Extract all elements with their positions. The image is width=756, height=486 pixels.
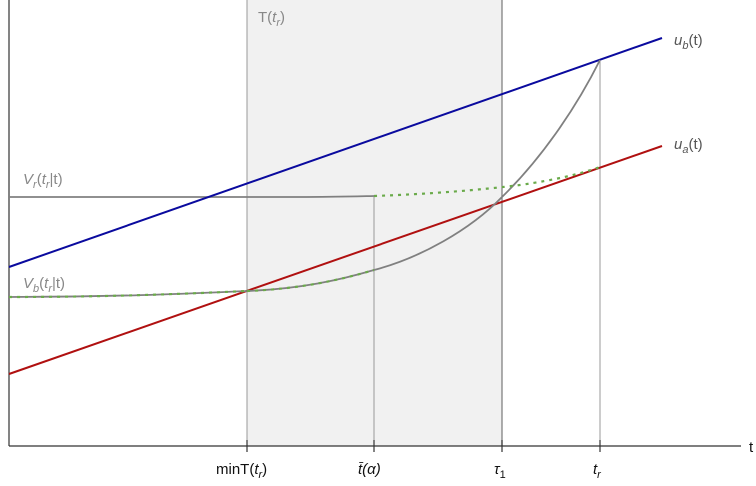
vb-dotted-left xyxy=(8,289,248,299)
tick-label-tr: tr xyxy=(593,461,602,481)
dotted-overlay xyxy=(8,165,601,299)
x-axis-label: t xyxy=(749,439,754,456)
vr-label: Vr(tr|t) xyxy=(23,171,63,191)
ub-label: ub(t) xyxy=(674,32,703,52)
tick-label-min-t: minT(tr) xyxy=(216,461,267,481)
ua-line xyxy=(8,145,663,375)
vb-label: Vb(tr|t) xyxy=(23,275,65,295)
ub-line xyxy=(8,37,663,268)
tick-label-tbar-alpha: t̄(α) xyxy=(358,461,381,478)
ua-label: ua(t) xyxy=(674,136,703,156)
region-label: T(tr) xyxy=(258,9,285,29)
tick-label-tau1: τ1 xyxy=(494,461,506,481)
vr-curve xyxy=(9,195,375,198)
vb-dotted-middle xyxy=(246,268,375,293)
